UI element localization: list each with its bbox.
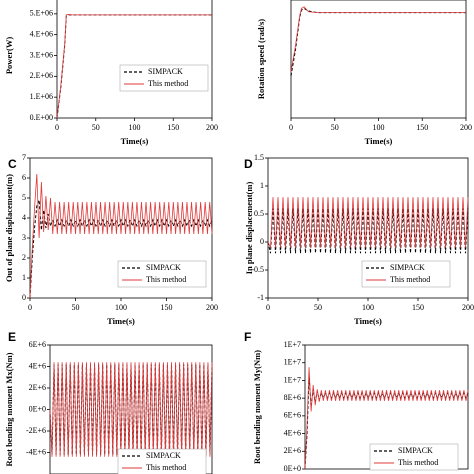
y-tick-label: 0E+0 xyxy=(29,404,46,413)
legend-box xyxy=(117,260,207,288)
x-tick-label: 200 xyxy=(206,303,218,312)
y-tick-label: -1 xyxy=(257,293,264,302)
series-line xyxy=(49,362,213,457)
legend-label: This method xyxy=(398,458,438,467)
x-tick-label: 0 xyxy=(28,303,32,312)
x-tick-label: 50 xyxy=(331,123,339,132)
y-tick-label: 1E+7 xyxy=(284,358,301,367)
y-axis-label: Root bending moment My(Nm) xyxy=(252,350,262,464)
y-tick-label: 1 xyxy=(260,181,264,190)
legend-label: SIMPACK xyxy=(390,263,425,272)
x-tick-label: 0 xyxy=(266,303,270,312)
legend-label: This method xyxy=(146,463,186,472)
y-tick-label: 0 xyxy=(22,293,26,302)
y-tick-label: -0.5 xyxy=(251,265,264,274)
series-line xyxy=(304,367,469,470)
x-axis-label: Time(s) xyxy=(107,316,135,326)
series-line xyxy=(29,199,213,299)
y-tick-label: 6E+6 xyxy=(284,411,301,420)
x-tick-label: 200 xyxy=(460,123,472,132)
y-tick-label: 2E+6 xyxy=(284,446,301,455)
y-tick-label: 4E+6 xyxy=(284,428,301,437)
x-tick-label: 0 xyxy=(289,123,293,132)
x-tick-label: 150 xyxy=(161,303,173,312)
x-tick-label: 150 xyxy=(167,123,179,132)
x-tick-label: 200 xyxy=(462,303,474,312)
x-tick-label: 150 xyxy=(416,123,428,132)
legend-label: This method xyxy=(148,79,188,88)
y-tick-label: 3 xyxy=(22,233,26,242)
y-tick-label: 0 xyxy=(260,237,264,246)
legend-box xyxy=(361,260,451,288)
y-tick-label: 6E+6 xyxy=(29,340,46,349)
plot-frame xyxy=(290,0,467,119)
x-tick-label: 100 xyxy=(362,303,374,312)
series-line xyxy=(29,173,213,299)
y-axis-label: Root bending moment Mx(Nm) xyxy=(4,352,14,466)
legend-label: This method xyxy=(390,275,430,284)
x-tick-label: 0 xyxy=(55,123,59,132)
y-tick-label: 5 xyxy=(22,193,26,202)
legend-label: This method xyxy=(146,275,186,284)
y-tick-label: 4.E+06 xyxy=(30,29,53,38)
series-line xyxy=(267,208,469,254)
plot-frame xyxy=(56,0,213,119)
y-tick-label: 1E+7 xyxy=(284,340,301,349)
y-tick-label: 1E+7 xyxy=(284,375,301,384)
y-tick-label: 4E+6 xyxy=(29,361,46,370)
x-tick-label: 50 xyxy=(314,303,322,312)
legend-label: SIMPACK xyxy=(146,451,181,460)
y-tick-label: 0.5 xyxy=(254,209,264,218)
y-axis-label: Power(W) xyxy=(4,37,14,74)
x-tick-label: 50 xyxy=(72,303,80,312)
legend-label: SIMPACK xyxy=(146,263,181,272)
y-tick-label: -4E+6 xyxy=(26,447,46,456)
legend-box xyxy=(369,443,459,471)
x-axis-label: Time(s) xyxy=(121,136,149,146)
x-tick-label: 150 xyxy=(412,303,424,312)
legend-box xyxy=(119,64,209,92)
series-line xyxy=(290,7,466,76)
x-tick-label: 100 xyxy=(115,303,127,312)
legend-box xyxy=(117,448,207,474)
panel-letter: E xyxy=(8,330,16,344)
x-tick-label: 200 xyxy=(206,123,218,132)
series-line xyxy=(267,197,469,248)
series-line xyxy=(56,14,212,119)
y-tick-label: -2E+6 xyxy=(26,426,46,435)
y-tick-label: 2 xyxy=(22,253,26,262)
panel-letter: D xyxy=(244,157,253,171)
y-tick-label: 8E+6 xyxy=(284,393,301,402)
y-tick-label: 0E+0 xyxy=(284,464,301,473)
y-tick-label: 1 xyxy=(22,273,26,282)
y-axis-label: Out of plane displacement(m) xyxy=(4,174,14,282)
y-axis-label: Rotation speed (rad/s) xyxy=(256,19,266,99)
x-tick-label: 100 xyxy=(129,123,141,132)
series-line xyxy=(290,6,466,72)
x-tick-label: 100 xyxy=(373,123,385,132)
y-tick-label: 1.E+06 xyxy=(30,92,53,101)
y-tick-label: 3.E+06 xyxy=(30,50,53,59)
y-tick-label: 7 xyxy=(22,153,26,162)
y-axis-label: In plane displacement(m) xyxy=(244,182,254,275)
x-tick-label: 50 xyxy=(92,123,100,132)
y-tick-label: 1.5 xyxy=(254,153,264,162)
panel-letter: F xyxy=(244,330,251,344)
legend-label: SIMPACK xyxy=(398,446,433,455)
y-tick-label: 4 xyxy=(22,213,26,222)
x-axis-label: Time(s) xyxy=(354,316,382,326)
y-tick-label: 6 xyxy=(22,173,26,182)
y-tick-label: 5.E+06 xyxy=(30,9,53,18)
y-tick-label: 2E+6 xyxy=(29,383,46,392)
panel-letter: C xyxy=(8,157,17,171)
legend-label: SIMPACK xyxy=(148,67,183,76)
y-tick-label: 2.E+06 xyxy=(30,71,53,80)
x-axis-label: Time(s) xyxy=(365,136,393,146)
y-tick-label: 0.E+00 xyxy=(30,113,53,122)
